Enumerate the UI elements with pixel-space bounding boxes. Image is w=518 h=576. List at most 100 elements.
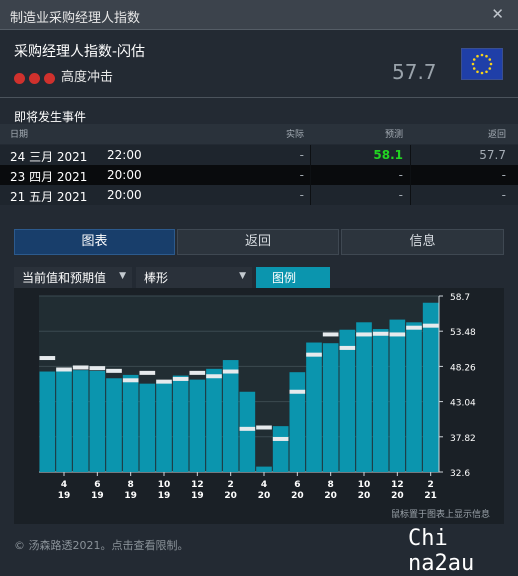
- tab-previous[interactable]: 返回: [177, 229, 339, 255]
- bar-forecast-marker[interactable]: [189, 370, 206, 375]
- impact-label: 高度冲击: [61, 70, 114, 85]
- legend-button[interactable]: 图例: [256, 267, 330, 288]
- x-tick-label-month: 4: [261, 480, 267, 490]
- chart-panel[interactable]: 58.7 53.48 48.26 43.04 37.82 32.6 4 19 6 19 8 19 10 1…: [14, 288, 504, 524]
- bar-forecast-marker[interactable]: [306, 352, 322, 357]
- bar-actual[interactable]: [339, 329, 356, 472]
- x-tick-label-year: 20: [324, 491, 337, 501]
- bar-actual[interactable]: [222, 360, 239, 472]
- bar-forecast-marker[interactable]: [256, 425, 272, 430]
- table-row[interactable]: 24 三月 2021 22:00 - 58.1 57.7: [0, 145, 518, 165]
- bar-forecast-marker[interactable]: [122, 378, 139, 383]
- plot-area: [39, 296, 439, 472]
- col-forecast: 预测: [384, 130, 403, 140]
- eu-flag-icon: [461, 48, 503, 80]
- impact-dot-icon: [29, 73, 40, 84]
- copyright-notice[interactable]: © 汤森路透2021。点击查看限制。: [14, 539, 189, 552]
- bar-actual[interactable]: [156, 382, 172, 472]
- bar-actual[interactable]: [72, 370, 89, 472]
- bar-forecast-marker[interactable]: [172, 376, 189, 381]
- bar-actual[interactable]: [106, 378, 122, 472]
- bar-forecast-marker[interactable]: [156, 379, 172, 384]
- window-titlebar: 制造业采购经理人指数 ✕: [0, 0, 518, 30]
- chart-type-select[interactable]: 棒形 ▼: [136, 267, 252, 288]
- x-tick-label-year: 19: [158, 491, 171, 501]
- table-row[interactable]: 23 四月 2021 20:00 - - -: [0, 165, 518, 185]
- bar-forecast-marker[interactable]: [406, 325, 422, 330]
- flag-star: [476, 70, 479, 74]
- bar-forecast-marker[interactable]: [389, 332, 406, 337]
- y-tick-label: 37.82: [450, 434, 476, 444]
- event-forecast: -: [398, 188, 403, 202]
- bar-actual[interactable]: [39, 371, 56, 472]
- flag-star: [488, 58, 492, 61]
- close-icon[interactable]: ✕: [491, 5, 504, 23]
- x-tick-label-year: 20: [358, 491, 371, 501]
- bar-forecast-marker[interactable]: [272, 436, 289, 441]
- bar-actual[interactable]: [389, 319, 406, 472]
- event-actual: -: [299, 168, 304, 182]
- bar-actual[interactable]: [406, 322, 422, 472]
- bar-forecast-marker[interactable]: [72, 365, 89, 370]
- chart-hint: 鼠标置于图表上显示信息: [391, 508, 490, 520]
- bar-forecast-marker[interactable]: [289, 389, 306, 394]
- bar-forecast-marker[interactable]: [372, 331, 389, 336]
- x-tick-label-month: 8: [128, 480, 134, 490]
- chevron-down-icon: ▼: [239, 271, 246, 281]
- bar-actual[interactable]: [89, 370, 106, 472]
- bar-forecast-marker[interactable]: [139, 370, 156, 375]
- bar-actual[interactable]: [206, 368, 222, 472]
- window-title: 制造业采购经理人指数: [10, 11, 141, 26]
- bar-actual[interactable]: [256, 466, 272, 472]
- bar-actual[interactable]: [372, 329, 389, 472]
- series-select[interactable]: 当前值和预期值 ▼: [14, 267, 132, 288]
- bar-actual[interactable]: [306, 342, 322, 472]
- bar-actual[interactable]: [322, 343, 339, 472]
- tab-info[interactable]: 信息: [341, 229, 504, 255]
- bar-actual[interactable]: [189, 379, 206, 472]
- bar-actual[interactable]: [239, 391, 256, 472]
- bar-actual[interactable]: [289, 372, 306, 472]
- flag-star: [485, 70, 488, 74]
- bar-forecast-marker[interactable]: [206, 374, 222, 379]
- tab-chart[interactable]: 图表: [14, 229, 175, 255]
- bar-forecast-marker[interactable]: [106, 368, 122, 373]
- x-tick-label-year: 21: [424, 491, 437, 501]
- x-tick-label-month: 2: [228, 480, 234, 490]
- watermark-text: Chi na2au: [408, 526, 475, 576]
- bar-actual[interactable]: [356, 322, 372, 472]
- bar-forecast-marker[interactable]: [239, 426, 256, 431]
- bar-actual[interactable]: [122, 374, 139, 472]
- indicator-value: 57.7: [392, 60, 437, 84]
- bar-actual[interactable]: [172, 375, 189, 472]
- bar-actual[interactable]: [56, 368, 72, 472]
- bar-forecast-marker[interactable]: [339, 345, 356, 350]
- y-tick-label: 43.04: [450, 399, 476, 409]
- event-actual: -: [299, 148, 304, 162]
- event-previous: 57.7: [479, 148, 506, 162]
- bar-forecast-marker[interactable]: [422, 323, 439, 328]
- y-tick-label: 58.7: [450, 293, 470, 303]
- event-previous: -: [501, 188, 506, 202]
- bar-forecast-marker[interactable]: [56, 367, 72, 372]
- bar-forecast-marker[interactable]: [89, 366, 106, 371]
- x-tick-label-year: 20: [258, 491, 271, 501]
- bar-actual[interactable]: [422, 302, 439, 472]
- divider: [0, 97, 518, 98]
- bar-forecast-marker[interactable]: [222, 369, 239, 374]
- bar-forecast-marker[interactable]: [356, 332, 372, 337]
- bar-actual[interactable]: [139, 383, 156, 472]
- chart-controls: 当前值和预期值 ▼ 棒形 ▼ 图例: [14, 267, 504, 288]
- bar-forecast-marker[interactable]: [39, 356, 56, 361]
- x-tick-label-year: 19: [191, 491, 204, 501]
- bar-actual[interactable]: [272, 426, 289, 472]
- flag-star: [488, 67, 492, 70]
- series-select-value: 当前值和预期值: [22, 271, 107, 285]
- events-column-header: 日期 实际 预测 返回: [0, 124, 518, 144]
- table-row[interactable]: 21 五月 2021 20:00 - - -: [0, 185, 518, 205]
- bar-forecast-marker[interactable]: [322, 332, 339, 337]
- pmi-bar-chart[interactable]: 58.753.4848.2643.0437.8232.6419619819101…: [14, 288, 504, 524]
- x-tick-label-month: 12: [191, 480, 204, 490]
- events-header: 即将发生事件: [14, 110, 87, 124]
- event-forecast: -: [398, 168, 403, 182]
